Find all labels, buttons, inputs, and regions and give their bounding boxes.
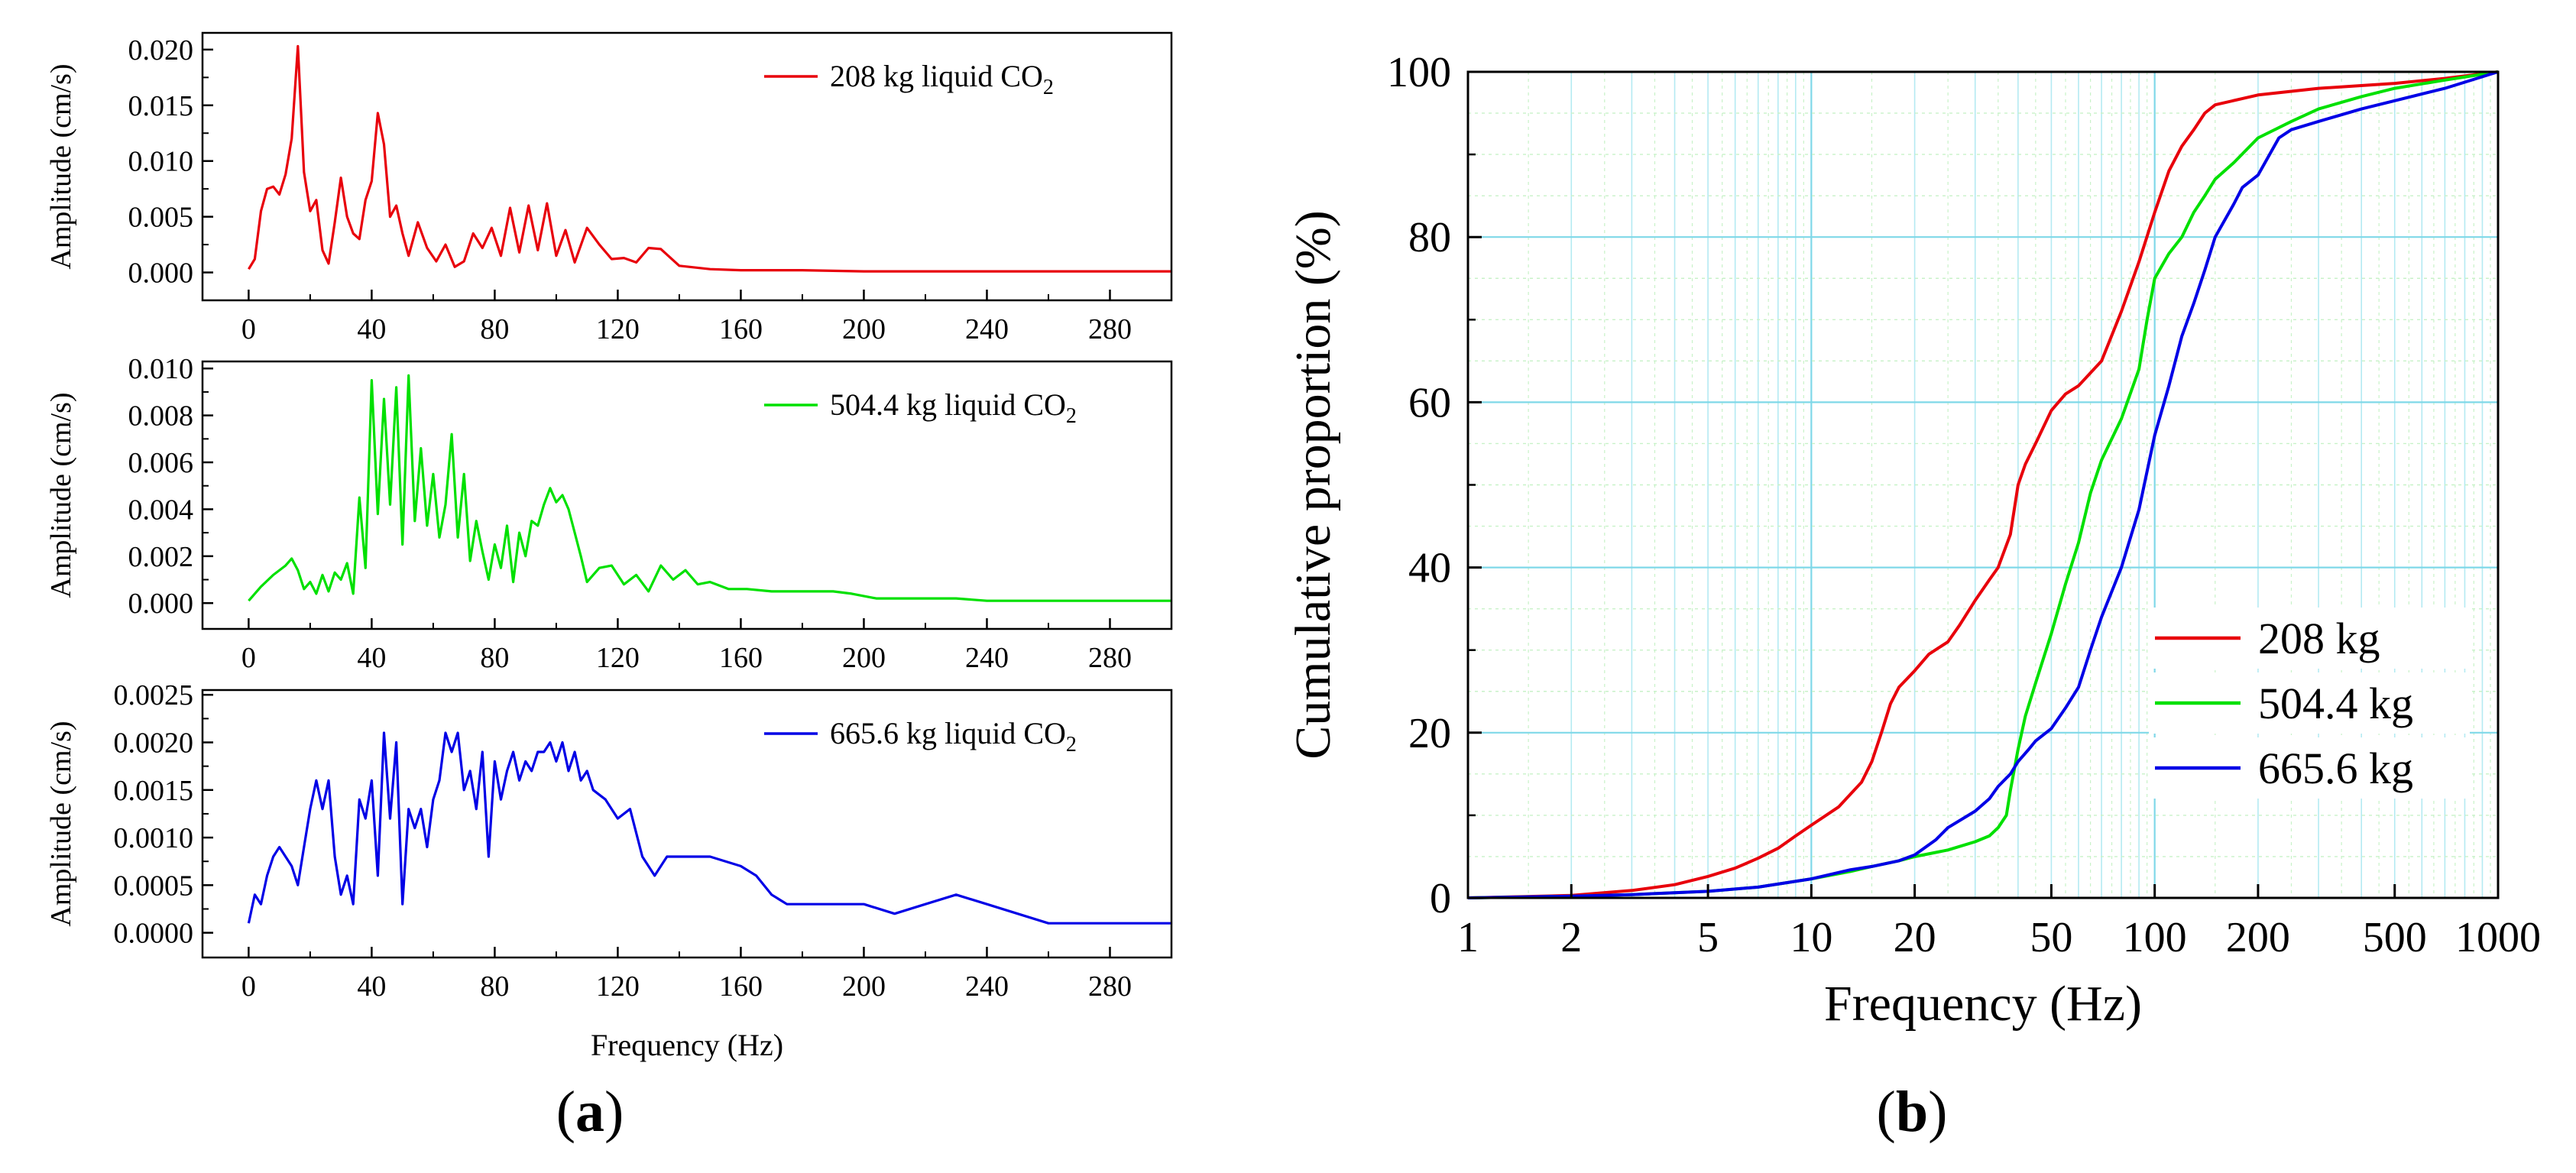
panel-label-a: (a) — [556, 1080, 624, 1144]
a3-legend-subscript: 2 — [1066, 733, 1077, 757]
b-x-tick-label: 5 — [1697, 914, 1719, 961]
b-x-tick-label: 1000 — [2455, 914, 2541, 961]
panel-label-a-letter: a — [575, 1080, 604, 1144]
a1-plot-frame — [201, 31, 1173, 302]
a3-series-line — [247, 731, 1171, 925]
a2-legend-label: 504.4 kg liquid CO2 — [830, 387, 1077, 428]
b-y-axis-label: Cumulative proportion (%) — [1285, 210, 1341, 760]
a3-plot-frame — [201, 689, 1173, 959]
a1-y-tick-label: 0.010 — [128, 146, 194, 178]
a1-x-tick-label: 200 — [842, 313, 886, 345]
a2-y-tick-label: 0.004 — [128, 494, 194, 526]
a1-y-tick-label: 0.020 — [128, 34, 194, 66]
b-legend-label-3: 665.6 kg — [2258, 744, 2413, 793]
a2-x-tick-label: 160 — [719, 642, 763, 674]
a1-x-tick-label: 80 — [480, 313, 509, 345]
a2-y-tick-label: 0.002 — [128, 541, 194, 573]
a1-x-tick-label: 0 — [241, 313, 256, 345]
a3-y-tick-label: 0.0020 — [114, 727, 194, 760]
a3-y-tick-label: 0.0000 — [114, 918, 194, 950]
b-y-tick-label: 100 — [1387, 49, 1451, 96]
a3-x-tick-label: 120 — [596, 970, 640, 1003]
panel-a2-chart: 0 40 80 120 160 200 240 280 0.000 0.002 0.004 0.006… — [45, 353, 1173, 674]
a2-x-tick-label: 0 — [241, 642, 256, 674]
a2-x-tick-label: 240 — [965, 642, 1009, 674]
b-x-tick-label: 100 — [2123, 914, 2187, 961]
a3-y-tick-label: 0.0005 — [114, 870, 194, 902]
b-x-tick-label: 500 — [2363, 914, 2427, 961]
panel-b-chart: 1 2 5 10 20 50 100 200 500 1000 0 20 40 60 80 100 Freque… — [1285, 49, 2541, 1032]
b-x-tick-label: 10 — [1790, 914, 1832, 961]
a3-x-tick-label: 280 — [1088, 970, 1132, 1003]
b-x-tick-label: 20 — [1894, 914, 1936, 961]
a3-x-tick-label: 160 — [719, 970, 763, 1003]
a3-legend-label: 665.6 kg liquid CO2 — [830, 716, 1077, 757]
a2-series-line — [248, 374, 1171, 602]
panel-label-b-letter: b — [1896, 1080, 1928, 1144]
a2-y-axis-label: Amplitude (cm/s) — [45, 392, 77, 598]
a2-legend-subscript: 2 — [1066, 404, 1077, 428]
a1-legend-subscript: 2 — [1043, 76, 1054, 99]
b-y-tick-label: 0 — [1430, 875, 1451, 922]
a2-x-tick-label: 280 — [1088, 642, 1132, 674]
panel-a3-chart: 0 40 80 120 160 200 240 280 0.0000 0.0005 0.0010 0.… — [45, 679, 1173, 1062]
b-x-tick-label: 2 — [1560, 914, 1582, 961]
a3-y-tick-label: 0.0010 — [114, 822, 194, 854]
a2-y-tick-label: 0.010 — [128, 353, 194, 385]
b-y-tick-label: 60 — [1408, 379, 1451, 426]
a2-y-tick-label: 0.008 — [128, 400, 194, 433]
a2-y-tick-label: 0.000 — [128, 588, 194, 620]
a3-x-tick-label: 40 — [357, 970, 386, 1003]
b-legend-label-1: 208 kg — [2258, 614, 2380, 663]
a2-plot-frame — [201, 360, 1173, 630]
a1-y-tick-label: 0.000 — [128, 258, 194, 290]
a1-x-tick-label: 40 — [357, 313, 386, 345]
a3-x-tick-label: 80 — [480, 970, 509, 1003]
panel-a1-chart: 0 40 80 120 160 200 240 280 0.000 0.005 0.010 0.015… — [45, 31, 1173, 345]
a3-y-tick-label: 0.0025 — [114, 679, 194, 711]
a1-x-tick-label: 280 — [1088, 313, 1132, 345]
b-x-tick-label: 1 — [1457, 914, 1479, 961]
b-y-tick-label: 80 — [1408, 214, 1451, 261]
a3-y-axis-label: Amplitude (cm/s) — [45, 721, 77, 926]
a3-y-tick-label: 0.0015 — [114, 775, 194, 807]
a2-y-tick-label: 0.006 — [128, 447, 194, 479]
b-x-tick-label: 200 — [2226, 914, 2290, 961]
b-legend-label-2: 504.4 kg — [2258, 679, 2413, 728]
a2-x-tick-label: 200 — [842, 642, 886, 674]
a2-x-tick-label: 80 — [480, 642, 509, 674]
a3-x-tick-label: 240 — [965, 970, 1009, 1003]
a3-x-axis-label: Frequency (Hz) — [591, 1028, 783, 1062]
b-x-tick-label: 50 — [2030, 914, 2072, 961]
b-y-tick-label: 20 — [1408, 710, 1451, 757]
panel-label-b: (b) — [1877, 1080, 1948, 1144]
b-x-axis-label: Frequency (Hz) — [1824, 976, 2142, 1032]
a1-y-axis-label: Amplitude (cm/s) — [45, 63, 77, 269]
a2-x-tick-label: 120 — [596, 642, 640, 674]
a1-x-tick-label: 240 — [965, 313, 1009, 345]
a1-series-line — [248, 44, 1171, 273]
a3-x-tick-label: 0 — [241, 970, 256, 1003]
a1-x-tick-label: 120 — [596, 313, 640, 345]
a1-x-tick-label: 160 — [719, 313, 763, 345]
a1-y-tick-label: 0.015 — [128, 90, 194, 122]
b-series-line-3 — [1467, 70, 2499, 899]
a1-y-tick-label: 0.005 — [128, 202, 194, 234]
a2-x-tick-label: 40 — [357, 642, 386, 674]
b-series-line-1 — [1467, 70, 2499, 899]
b-y-tick-label: 40 — [1408, 545, 1451, 592]
a3-x-tick-label: 200 — [842, 970, 886, 1003]
a1-legend-label: 208 kg liquid CO2 — [830, 59, 1054, 99]
